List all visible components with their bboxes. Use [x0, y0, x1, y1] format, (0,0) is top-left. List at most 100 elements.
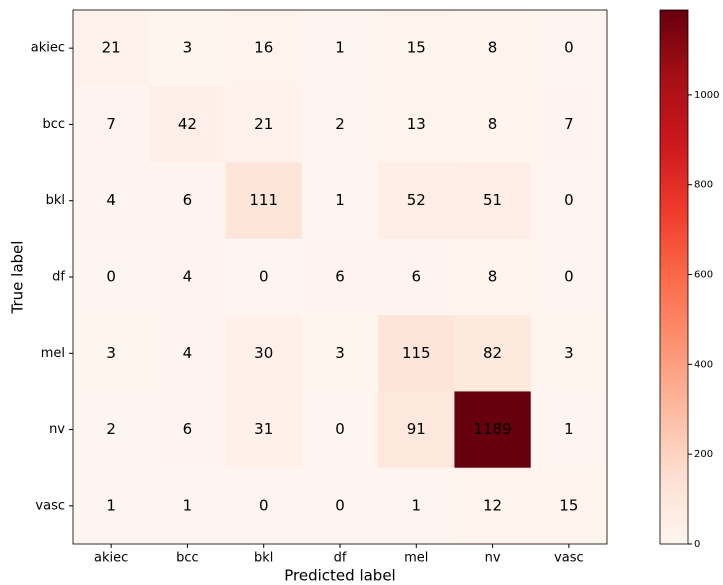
- cell-value: 91: [407, 420, 426, 438]
- cell-value: 1: [335, 39, 345, 57]
- cell-value: 6: [183, 420, 193, 438]
- cell-value: 6: [412, 268, 422, 286]
- colorbar-tick-label: 1000: [694, 90, 719, 101]
- x-tick-label: bcc: [176, 551, 199, 566]
- cell-value: 8: [488, 268, 498, 286]
- x-tick-label: bkl: [254, 551, 273, 566]
- cell-value: 15: [559, 496, 578, 514]
- colorbar: [659, 9, 689, 545]
- heatmap-cell: [149, 467, 227, 545]
- heatmap-cell: [301, 391, 379, 469]
- cell-value: 12: [483, 496, 502, 514]
- cell-value: 3: [183, 39, 193, 57]
- heatmap-cell: [530, 467, 608, 545]
- cell-value: 115: [402, 344, 431, 362]
- heatmap-cell: [454, 238, 532, 316]
- cell-value: 0: [564, 268, 574, 286]
- heatmap-cell: [301, 162, 379, 240]
- heatmap-cell: [73, 162, 150, 240]
- cell-value: 8: [488, 39, 498, 57]
- y-tick-label: vasc: [35, 498, 65, 513]
- heatmap-cell: [530, 10, 608, 87]
- cell-value: 0: [106, 268, 116, 286]
- heatmap-cell: [73, 238, 150, 316]
- cell-value: 52: [407, 191, 426, 209]
- heatmap-cell: [225, 10, 303, 87]
- heatmap-cell: [225, 391, 303, 469]
- cell-value: 7: [106, 115, 116, 133]
- cell-value: 1: [183, 496, 193, 514]
- heatmap-cell: [149, 391, 227, 469]
- cell-value: 4: [183, 268, 193, 286]
- cell-value: 16: [254, 39, 273, 57]
- cell-value: 8: [488, 115, 498, 133]
- cell-value: 4: [106, 191, 116, 209]
- cell-value: 0: [335, 420, 345, 438]
- cell-value: 1: [106, 496, 116, 514]
- heatmap-cell: [530, 238, 608, 316]
- heatmap-cell: [530, 391, 608, 469]
- cell-value: 21: [102, 39, 121, 57]
- y-tick-label: akiec: [31, 41, 65, 56]
- y-tick-label: bcc: [42, 117, 65, 132]
- cell-value: 3: [335, 344, 345, 362]
- heatmap-cell: [301, 10, 379, 87]
- colorbar-tick-label: 800: [694, 180, 713, 191]
- cell-value: 0: [564, 191, 574, 209]
- cell-value: 0: [259, 496, 269, 514]
- y-tick-label: nv: [49, 422, 65, 437]
- cell-value: 1: [412, 496, 422, 514]
- heatmap-cell: [301, 315, 379, 392]
- cell-value: 0: [335, 496, 345, 514]
- cell-value: 13: [407, 115, 426, 133]
- y-tick-label: bkl: [46, 193, 65, 208]
- heatmap-cell: [454, 86, 532, 164]
- cell-value: 6: [183, 191, 193, 209]
- heatmap-cell: [149, 86, 227, 164]
- heatmap-cell: [301, 86, 379, 164]
- cell-value: 42: [178, 115, 197, 133]
- cell-value: 30: [254, 344, 273, 362]
- heatmap-cell: [378, 86, 455, 164]
- heatmap-cell: [225, 315, 303, 392]
- heatmap-cell: [149, 238, 227, 316]
- cell-value: 3: [106, 344, 116, 362]
- heatmap-cell: [454, 10, 532, 87]
- heatmap-cell: [225, 86, 303, 164]
- cell-value: 6: [335, 268, 345, 286]
- colorbar-tick-label: 200: [694, 449, 713, 460]
- y-tick-label: df: [52, 270, 65, 285]
- heatmap-cell: [225, 238, 303, 316]
- cell-value: 51: [483, 191, 502, 209]
- heatmap-cell: [378, 162, 455, 240]
- cell-value: 21: [254, 115, 273, 133]
- heatmap-cell: [73, 86, 150, 164]
- cell-value: 82: [483, 344, 502, 362]
- y-axis-label: True label: [9, 241, 27, 315]
- heatmap-cell: [225, 467, 303, 545]
- heatmap-cell: [378, 391, 455, 469]
- cell-value: 1189: [473, 420, 511, 438]
- heatmap-cell: [73, 391, 150, 469]
- x-tick-label: mel: [404, 551, 428, 566]
- heatmap-cell: [454, 315, 532, 392]
- colorbar-tick-label: 600: [694, 270, 713, 281]
- heatmap-cell: [378, 10, 455, 87]
- x-tick-label: nv: [485, 551, 501, 566]
- cell-value: 111: [249, 191, 278, 209]
- heatmap-cell: [530, 86, 608, 164]
- x-tick-label: df: [334, 551, 347, 566]
- cell-value: 4: [183, 344, 193, 362]
- cell-value: 15: [407, 39, 426, 57]
- heatmap-cell: [149, 315, 227, 392]
- heatmap-cell: [225, 162, 303, 240]
- heatmap-cell: [454, 467, 532, 545]
- heatmap-cell: [73, 10, 150, 87]
- cell-value: 1: [335, 191, 345, 209]
- heatmap-cell: [301, 467, 379, 545]
- cell-value: 2: [335, 115, 345, 133]
- heatmap-cell: [530, 315, 608, 392]
- colorbar-tick-label: 0: [694, 539, 700, 550]
- heatmap-cell: [530, 162, 608, 240]
